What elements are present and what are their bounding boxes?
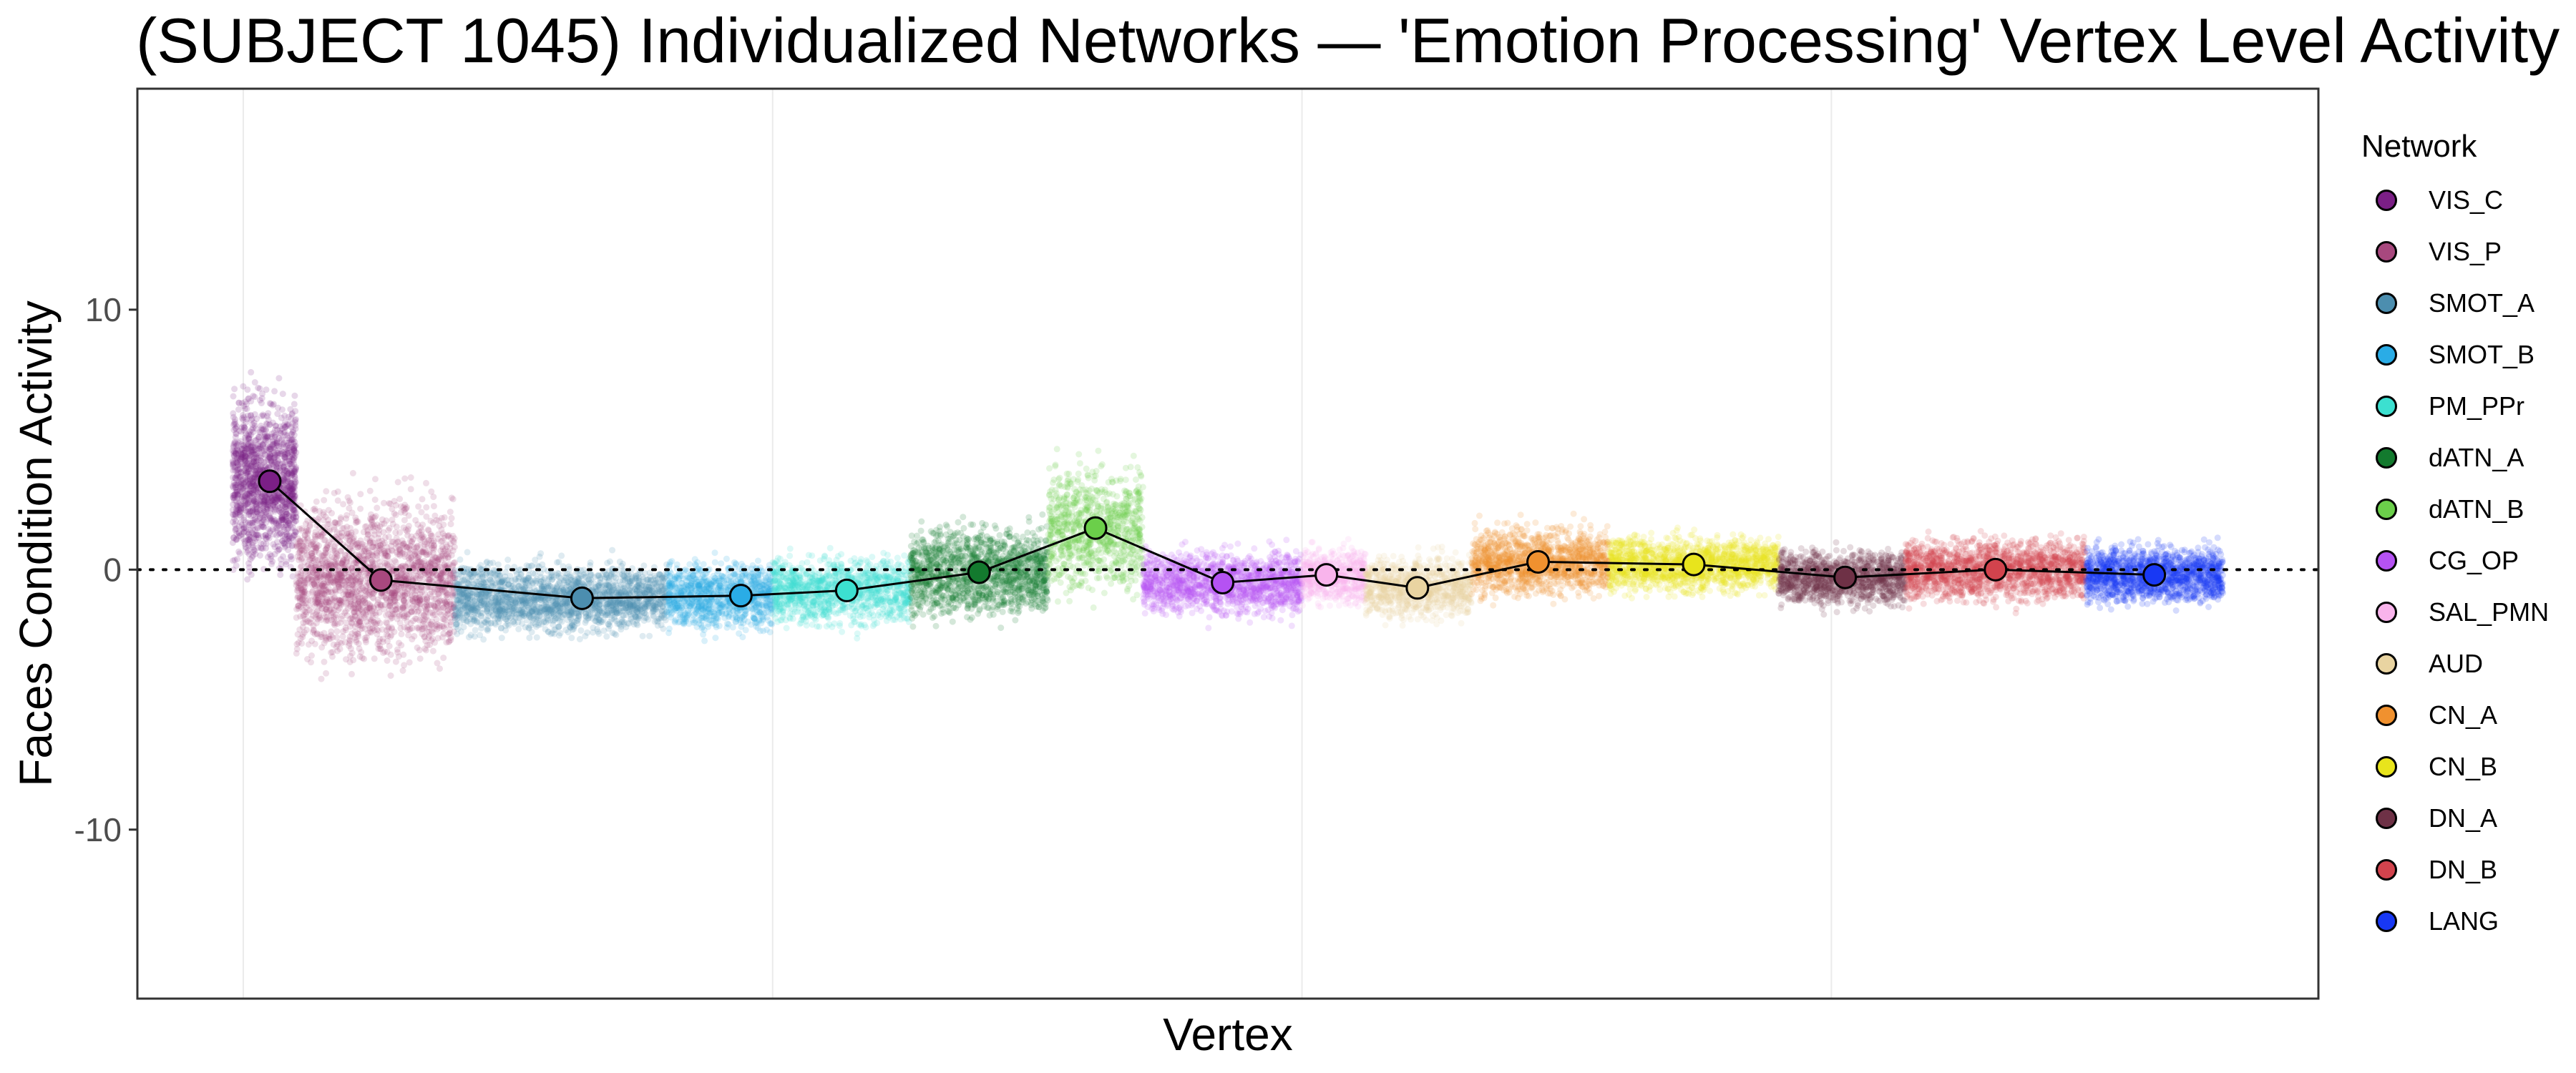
- y-axis-ticks: 10 0 -10: [74, 291, 137, 848]
- legend-item-VIS_P: VIS_P: [2361, 226, 2549, 278]
- legend-label: dATN_B: [2429, 494, 2524, 524]
- mean-marker-LANG: [2142, 563, 2167, 587]
- legend-label: SMOT_B: [2429, 340, 2534, 370]
- legend-label: SAL_PMN: [2429, 597, 2549, 627]
- y-tick-label: 0: [103, 551, 122, 588]
- legend-key-AUD: [2376, 653, 2397, 675]
- legend-key-CG_OP: [2376, 550, 2397, 572]
- legend-label: AUD: [2429, 649, 2483, 679]
- legend-key-dATN_B: [2376, 499, 2397, 520]
- legend-key-DN_B: [2376, 859, 2397, 881]
- mean-marker-DN_B: [1984, 557, 2008, 582]
- points-SMOT_A: [452, 547, 670, 643]
- legend-label: PM_PPr: [2429, 391, 2524, 421]
- legend-item-dATN_B: dATN_B: [2361, 484, 2549, 535]
- legend-key-SMOT_B: [2376, 344, 2397, 366]
- legend-item-DN_B: DN_B: [2361, 844, 2549, 896]
- legend-key-DN_A: [2376, 808, 2397, 829]
- grid: [242, 89, 1833, 999]
- mean-marker-PM_PPr: [834, 578, 859, 602]
- mean-marker-SMOT_A: [570, 586, 594, 610]
- mean-marker-AUD: [1405, 576, 1430, 600]
- y-axis-title: Faces Condition Activity: [10, 300, 62, 786]
- legend-label: LANG: [2429, 906, 2499, 936]
- legend-items: VIS_C VIS_P SMOT_A SMOT_B PM_PPr dATN_A dATN_B…: [2361, 175, 2549, 947]
- legend-label: DN_B: [2429, 855, 2497, 885]
- mean-marker-CN_A: [1526, 549, 1551, 574]
- legend-item-VIS_C: VIS_C: [2361, 175, 2549, 226]
- legend-item-CN_B: CN_B: [2361, 741, 2549, 793]
- legend-label: DN_A: [2429, 803, 2497, 833]
- points-DN_A: [1775, 539, 1909, 618]
- legend-item-SMOT_B: SMOT_B: [2361, 329, 2549, 381]
- legend-key-CN_A: [2376, 705, 2397, 726]
- legend-label: CN_B: [2429, 752, 2497, 782]
- y-tick-label: 10: [85, 291, 122, 328]
- legend-item-AUD: AUD: [2361, 638, 2549, 690]
- legend-label: VIS_P: [2429, 237, 2502, 267]
- x-axis-title: Vertex: [1163, 1009, 1292, 1060]
- mean-marker-dATN_B: [1083, 516, 1108, 540]
- chart-title: (SUBJECT 1045) Individualized Networks —…: [136, 4, 2560, 77]
- vertex-points: [229, 368, 2227, 682]
- legend: Network VIS_C VIS_P SMOT_A SMOT_B PM_PPr dATN…: [2361, 129, 2549, 947]
- legend-key-PM_PPr: [2376, 396, 2397, 417]
- legend-item-SMOT_A: SMOT_A: [2361, 278, 2549, 329]
- legend-label: SMOT_A: [2429, 288, 2534, 318]
- legend-key-SMOT_A: [2376, 293, 2397, 314]
- legend-item-DN_A: DN_A: [2361, 793, 2549, 844]
- mean-marker-VIS_C: [258, 469, 282, 494]
- legend-label: dATN_A: [2429, 443, 2524, 473]
- legend-key-SAL_PMN: [2376, 602, 2397, 623]
- legend-item-PM_PPr: PM_PPr: [2361, 381, 2549, 432]
- mean-marker-SAL_PMN: [1314, 563, 1339, 587]
- legend-key-LANG: [2376, 911, 2397, 932]
- network-mean-markers: [258, 469, 2167, 610]
- legend-key-VIS_C: [2376, 190, 2397, 211]
- mean-marker-dATN_A: [967, 560, 991, 584]
- legend-label: CN_A: [2429, 700, 2497, 730]
- legend-key-dATN_A: [2376, 447, 2397, 469]
- legend-label: CG_OP: [2429, 546, 2519, 576]
- y-tick-label: -10: [74, 811, 122, 848]
- legend-item-CG_OP: CG_OP: [2361, 535, 2549, 587]
- legend-item-LANG: LANG: [2361, 896, 2549, 947]
- mean-marker-VIS_P: [369, 568, 393, 592]
- legend-title: Network: [2361, 129, 2549, 165]
- legend-item-SAL_PMN: SAL_PMN: [2361, 587, 2549, 638]
- mean-marker-DN_A: [1833, 565, 1858, 589]
- legend-item-CN_A: CN_A: [2361, 690, 2549, 741]
- legend-key-VIS_P: [2376, 241, 2397, 263]
- plot-panel-border: [136, 87, 2320, 1000]
- mean-marker-SMOT_B: [728, 584, 753, 608]
- points-VIS_C: [229, 368, 300, 583]
- mean-marker-CN_B: [1682, 552, 1706, 577]
- legend-label: VIS_C: [2429, 185, 2503, 215]
- legend-key-CN_B: [2376, 756, 2397, 778]
- mean-marker-CG_OP: [1211, 571, 1235, 595]
- legend-item-dATN_A: dATN_A: [2361, 432, 2549, 484]
